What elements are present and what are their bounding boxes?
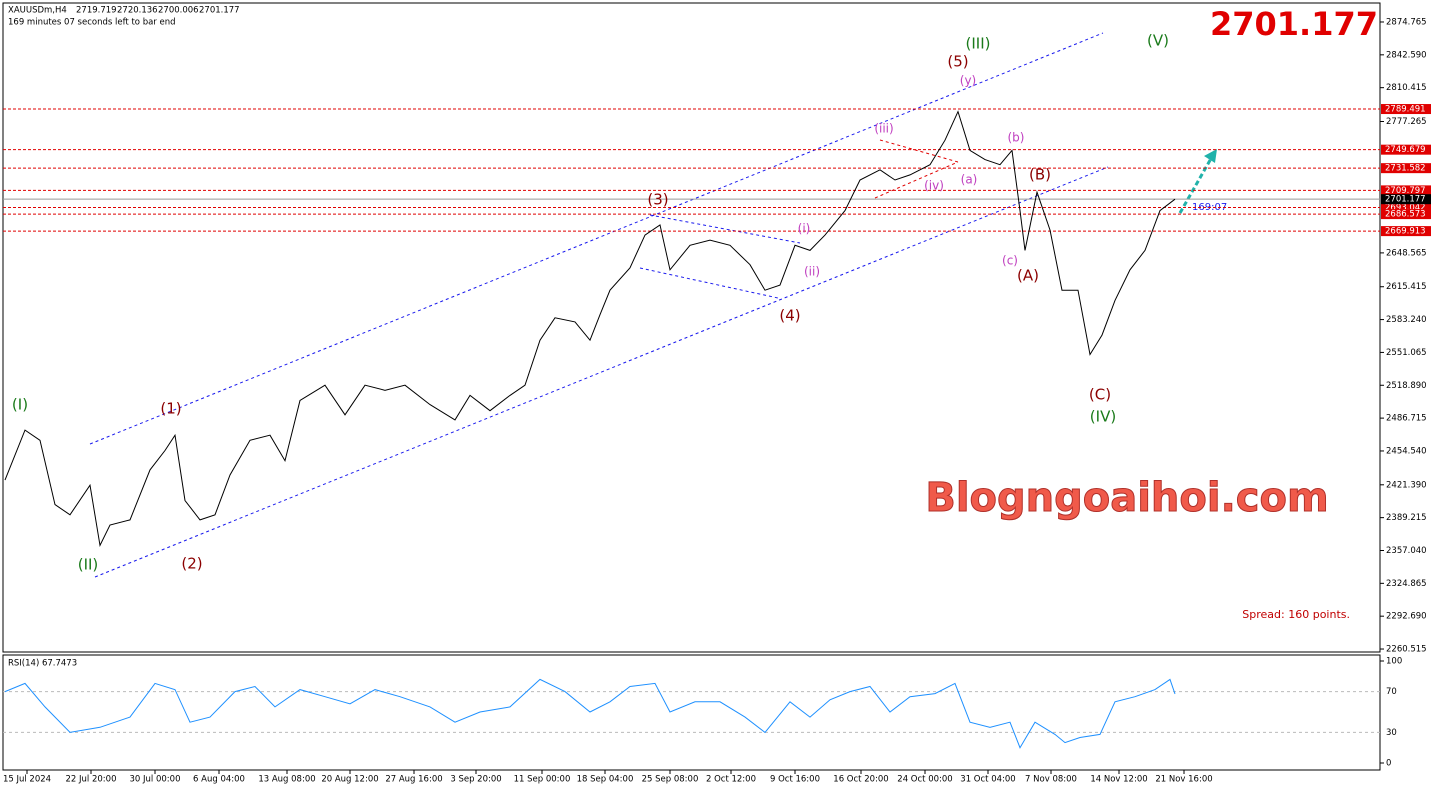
forecast-arrow — [1178, 154, 1215, 214]
y-tick-label: 2583.240 — [1386, 315, 1427, 325]
wave-label: (ii) — [804, 265, 820, 279]
rsi-tick-label: 0 — [1386, 759, 1391, 769]
level-box — [1381, 144, 1431, 155]
level-label: 2749.679 — [1385, 145, 1426, 155]
price-panel-frame — [2, 2, 1381, 653]
series-line — [4, 678, 1176, 749]
x-tick-label: 25 Sep 08:00 — [642, 775, 699, 785]
ohlc-value: 2701.177 — [199, 6, 240, 16]
x-tick-label: 30 Jul 00:00 — [130, 775, 181, 785]
wave-label: (y) — [960, 74, 976, 88]
level-label: 2709.797 — [1385, 186, 1426, 196]
level-label: 2789.491 — [1385, 105, 1426, 115]
level-box — [1381, 209, 1431, 220]
level-box — [1381, 104, 1431, 115]
wave-label: (iii) — [874, 122, 893, 136]
series-line — [4, 110, 1176, 548]
x-tick-label: 2 Oct 12:00 — [706, 775, 756, 785]
x-tick-label: 31 Oct 04:00 — [960, 775, 1015, 785]
x-tick-label: 27 Aug 16:00 — [385, 775, 442, 785]
level-label: 2686.573 — [1385, 210, 1426, 220]
wave-label: (A) — [1017, 267, 1039, 285]
y-tick-label: 2777.265 — [1386, 117, 1427, 127]
wave-label: (i) — [798, 222, 811, 236]
y-tick-label: 2454.540 — [1386, 446, 1427, 456]
rsi-tick-label: 70 — [1386, 687, 1397, 697]
x-tick-label: 3 Sep 20:00 — [450, 775, 501, 785]
wave-label: (V) — [1147, 32, 1169, 50]
triangle-lines — [874, 139, 959, 199]
y-tick-label: 2260.515 — [1386, 645, 1427, 655]
x-tick-label: 14 Nov 12:00 — [1090, 775, 1147, 785]
y-tick-label: 2292.690 — [1386, 612, 1427, 622]
wave-label: (1) — [160, 400, 181, 418]
level-box — [1381, 163, 1431, 174]
wave-label: (5) — [947, 53, 968, 71]
wave-label: (I) — [12, 396, 28, 414]
ohlc-value: 2700.006 — [158, 6, 199, 16]
level-box — [1381, 226, 1431, 237]
x-tick-label: 6 Aug 04:00 — [193, 775, 245, 785]
x-tick-label: 18 Sep 04:00 — [577, 775, 634, 785]
forecast-arrow-head — [1204, 149, 1217, 163]
big-price: 2701.177 — [1210, 5, 1378, 43]
x-tick-label: 9 Oct 16:00 — [770, 775, 820, 785]
symbol: XAUUSDm,H4 — [8, 6, 67, 16]
wave-label: (IV) — [1090, 408, 1116, 426]
x-tick-label: 11 Sep 00:00 — [514, 775, 571, 785]
y-tick-label: 2874.765 — [1386, 17, 1427, 27]
countdown: 169 minutes 07 seconds left to bar end — [8, 18, 176, 28]
wave-label: (a) — [961, 173, 978, 187]
x-tick-label: 20 Aug 12:00 — [321, 775, 378, 785]
y-tick-label: 2357.040 — [1386, 546, 1427, 556]
wave-label: (c) — [1002, 254, 1018, 268]
ohlc-header: 2719.719 2720.136 2700.006 2701.177 — [76, 6, 240, 16]
x-tick-label: 22 Jul 20:00 — [66, 775, 117, 785]
y-tick-label: 2324.865 — [1386, 579, 1427, 589]
x-tick-label: 15 Jul 2024 — [3, 775, 51, 785]
y-tick-label: 2648.565 — [1386, 248, 1427, 258]
y-tick-label: 2842.590 — [1386, 50, 1427, 60]
wave-label: (C) — [1089, 386, 1111, 404]
ohlc-value: 2720.136 — [117, 6, 158, 16]
wave-label: (3) — [647, 191, 668, 209]
watermark: Blogngoaihoi.com — [925, 475, 1328, 521]
wave-label: (2) — [181, 555, 202, 573]
y-tick-label: 2615.415 — [1386, 282, 1427, 292]
level-box — [1381, 202, 1431, 213]
x-tick-label: 16 Oct 20:00 — [833, 775, 888, 785]
level-label: 2669.913 — [1385, 227, 1426, 237]
y-tick-label: 2389.215 — [1386, 513, 1427, 523]
channel-lines — [89, 32, 1109, 578]
level-box — [1381, 185, 1431, 196]
rsi-tick-label: 100 — [1386, 657, 1402, 667]
rsi-tick-label: 30 — [1386, 728, 1397, 738]
y-tick-label: 2486.715 — [1386, 414, 1427, 424]
wave-label: (b) — [1008, 131, 1025, 145]
rsi-title: RSI(14) 67.7473 — [8, 659, 77, 669]
wave-label: (II) — [78, 556, 99, 574]
price-box — [1381, 194, 1431, 205]
wave-label: (B) — [1029, 166, 1051, 184]
y-tick-label: 2551.065 — [1386, 348, 1427, 358]
rsi-panel-frame — [2, 654, 1381, 771]
x-tick-label: 24 Oct 00:00 — [897, 775, 952, 785]
price-box-label: 2701.177 — [1385, 195, 1426, 205]
wave-label: (iv) — [924, 179, 944, 193]
wave-label: (4) — [779, 307, 800, 325]
y-tick-label: 2810.415 — [1386, 83, 1427, 93]
wave-label: (III) — [966, 35, 991, 53]
spread: Spread: 160 points. — [1242, 608, 1350, 621]
x-tick-label: 21 Nov 16:00 — [1155, 775, 1212, 785]
level-label: 2693.042 — [1385, 203, 1426, 213]
ohlc-value: 2719.719 — [76, 6, 117, 16]
y-tick-label: 2518.890 — [1386, 381, 1427, 391]
level-label: 2731.582 — [1385, 164, 1426, 174]
x-tick-label: 7 Nov 08:00 — [1025, 775, 1077, 785]
y-tick-label: 2421.390 — [1386, 480, 1427, 490]
x-tick-label: 13 Aug 08:00 — [258, 775, 315, 785]
